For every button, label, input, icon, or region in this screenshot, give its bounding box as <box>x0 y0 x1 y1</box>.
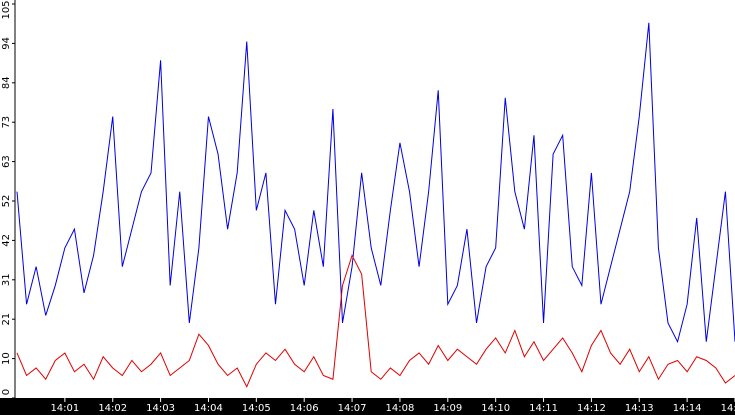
y-tick-label: 21 <box>1 313 12 326</box>
x-tick-label: 14:15 <box>721 403 735 414</box>
x-tick-label: 14:02 <box>98 403 127 414</box>
series-line <box>16 254 735 388</box>
y-tick-label: 10 <box>1 352 12 365</box>
x-tick-label: 14:06 <box>290 403 319 414</box>
y-tick-label: 63 <box>1 155 12 168</box>
x-tick-label: 14:10 <box>481 403 510 414</box>
y-tick-label: 31 <box>1 273 12 286</box>
y-tick-label: 42 <box>1 234 12 247</box>
y-tick-label: 0 <box>1 389 12 395</box>
x-tick-label: 14:07 <box>338 403 367 414</box>
x-tick-label: 14:12 <box>577 403 606 414</box>
y-tick-label: 94 <box>1 37 12 50</box>
series-line <box>16 22 735 344</box>
x-tick-label: 14:01 <box>50 403 79 414</box>
x-tick-label: 14:04 <box>194 403 223 414</box>
x-tick-label: 14:08 <box>386 403 415 414</box>
y-tick-label: 73 <box>1 116 12 129</box>
y-tick-label: 84 <box>1 76 12 89</box>
x-tick-label: 14:13 <box>625 403 654 414</box>
x-tick-label: 14:03 <box>146 403 175 414</box>
x-axis-band <box>0 398 735 415</box>
x-tick-label: 14:14 <box>673 403 702 414</box>
y-tick-label: 52 <box>1 195 12 208</box>
x-tick-label: 14:11 <box>529 403 558 414</box>
x-tick-label: 14:09 <box>433 403 462 414</box>
y-tick-label: 105 <box>1 0 12 19</box>
x-tick-label: 14:05 <box>242 403 271 414</box>
